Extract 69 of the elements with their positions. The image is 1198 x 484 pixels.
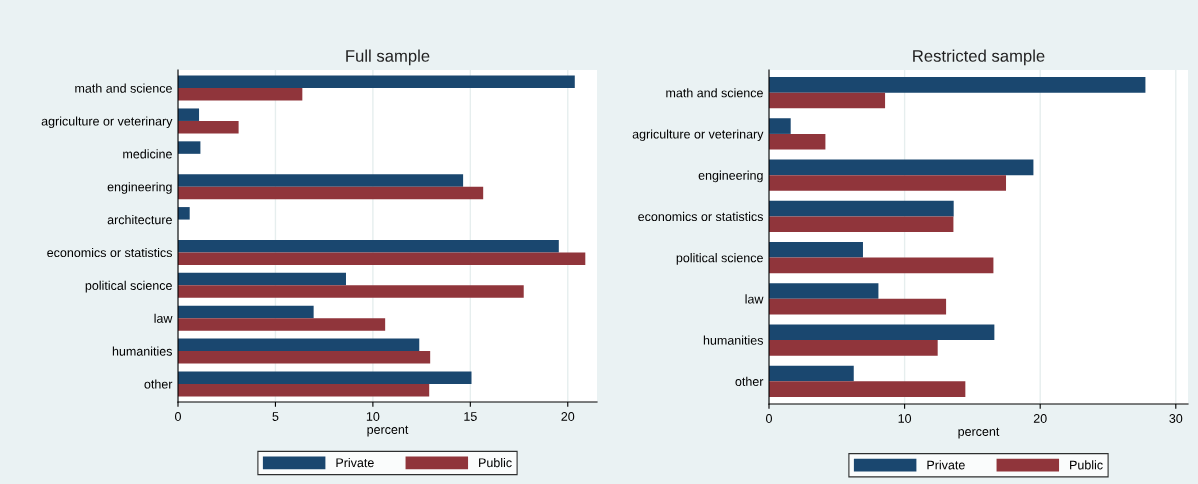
y-tick-label: architecture — [107, 215, 172, 225]
bar — [178, 108, 200, 121]
x-tick-label: 0 — [766, 414, 772, 423]
x-tick-label: 10 — [366, 412, 380, 421]
bar — [769, 175, 1007, 191]
x-tick-label: 10 — [898, 414, 912, 423]
x-tick-label: 15 — [464, 412, 477, 421]
bar — [178, 305, 314, 319]
legend-label: Private — [927, 460, 965, 470]
bar — [769, 340, 938, 356]
y-tick-label: humanities — [112, 346, 172, 356]
legend-label: Public — [479, 457, 512, 468]
bar — [178, 351, 431, 364]
bar — [769, 77, 1146, 93]
bar — [769, 216, 954, 233]
y-tick-label: engineering — [107, 182, 172, 194]
y-tick-label: math and science — [666, 88, 763, 98]
bar — [769, 118, 791, 134]
bar — [178, 141, 201, 154]
bar — [769, 241, 863, 258]
chart-title: Restricted sample — [913, 49, 1045, 66]
x-tick-label: 0 — [175, 412, 181, 421]
bar — [769, 257, 994, 274]
y-tick-label: other — [735, 376, 764, 386]
y-tick-label: math and science — [75, 83, 172, 93]
bar — [769, 159, 1034, 176]
x-axis-title: percent — [367, 425, 409, 437]
bar — [178, 252, 586, 265]
bar — [178, 272, 346, 286]
bar — [178, 318, 386, 331]
bar — [178, 88, 303, 101]
bar — [769, 200, 954, 217]
y-tick-label: political science — [85, 280, 172, 293]
bar — [769, 133, 826, 150]
x-tick-label: 20 — [1033, 414, 1047, 423]
y-tick-label: law — [745, 294, 764, 304]
y-tick-label: other — [144, 379, 173, 389]
y-tick-label: humanities — [703, 335, 763, 345]
bar — [769, 298, 947, 315]
bar — [178, 239, 559, 253]
y-tick-label: economics or statistics — [638, 211, 763, 222]
bar — [769, 283, 879, 299]
x-tick-label: 5 — [272, 412, 279, 421]
bar — [178, 383, 430, 397]
x-axis-title: percent — [958, 427, 1000, 439]
bar — [178, 371, 472, 384]
x-tick-label: 30 — [1169, 414, 1183, 423]
chart-title: Full sample — [346, 49, 430, 66]
bar — [769, 381, 966, 397]
bar — [178, 285, 524, 298]
bar — [178, 174, 464, 187]
bar — [178, 338, 420, 352]
bar — [178, 207, 190, 220]
y-tick-label: agriculture or veterinary — [632, 129, 764, 142]
y-tick-label: political science — [676, 253, 763, 265]
y-tick-label: agriculture or veterinary — [41, 116, 173, 129]
legend-label: Private — [336, 457, 374, 468]
y-tick-label: engineering — [698, 170, 763, 183]
bar — [769, 324, 995, 341]
x-tick-label: 20 — [561, 412, 575, 421]
bar — [769, 365, 854, 382]
y-tick-label: law — [154, 313, 173, 323]
legend-label: Public — [1070, 460, 1103, 470]
bar — [178, 75, 575, 89]
bar — [178, 120, 239, 134]
y-tick-label: economics or statistics — [47, 247, 172, 258]
bar — [769, 92, 886, 109]
bar — [178, 186, 484, 200]
y-tick-label: medicine — [123, 149, 172, 159]
